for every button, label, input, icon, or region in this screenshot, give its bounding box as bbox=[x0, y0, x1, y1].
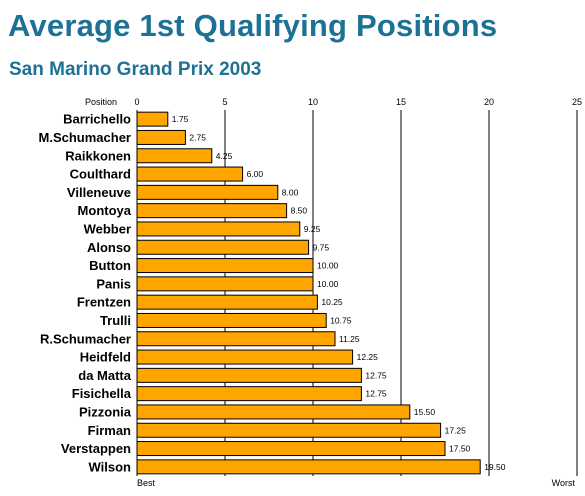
value-label-7: 9.75 bbox=[313, 242, 330, 252]
value-label-14: 12.75 bbox=[365, 370, 387, 380]
category-label-8: Button bbox=[89, 258, 131, 273]
category-label-13: Heidfeld bbox=[80, 350, 131, 365]
scale-worst-label: Worst bbox=[552, 478, 576, 488]
bar-14 bbox=[136, 367, 362, 383]
bar-10 bbox=[136, 294, 318, 310]
bar-1 bbox=[136, 129, 186, 145]
bar-3 bbox=[136, 166, 244, 182]
category-label-2: Raikkonen bbox=[65, 148, 131, 163]
chart-title: Average 1st Qualifying Positions bbox=[8, 8, 498, 43]
category-label-10: Frentzen bbox=[77, 295, 131, 310]
value-label-18: 17.50 bbox=[449, 444, 471, 454]
x-tick-label-20: 20 bbox=[484, 97, 494, 107]
bar-13 bbox=[136, 349, 354, 365]
x-tick-label-5: 5 bbox=[222, 97, 227, 107]
x-tick-label-25: 25 bbox=[572, 97, 582, 107]
category-label-5: Montoya bbox=[78, 203, 132, 218]
bar-7 bbox=[136, 239, 310, 255]
value-label-0: 1.75 bbox=[172, 114, 189, 124]
x-tick-label-15: 15 bbox=[396, 97, 406, 107]
bar-16 bbox=[136, 404, 411, 420]
scale-best-label: Best bbox=[137, 478, 156, 488]
x-tick-label-10: 10 bbox=[308, 97, 318, 107]
value-label-13: 12.25 bbox=[357, 352, 379, 362]
value-label-5: 8.50 bbox=[291, 206, 308, 216]
chart-subtitle: San Marino Grand Prix 2003 bbox=[9, 59, 262, 80]
bars bbox=[136, 111, 481, 475]
category-label-18: Verstappen bbox=[61, 441, 131, 456]
category-label-1: M.Schumacher bbox=[39, 130, 131, 145]
value-label-17: 17.25 bbox=[445, 425, 467, 435]
value-label-12: 11.25 bbox=[339, 334, 360, 344]
value-label-9: 10.00 bbox=[317, 279, 339, 289]
category-label-4: Villeneuve bbox=[67, 185, 131, 200]
x-tick-label-0: 0 bbox=[134, 97, 139, 107]
value-label-1: 2.75 bbox=[189, 132, 206, 142]
labels: 0 5 10 15 20 25 Position Barrichello 1.75 M.Schum… bbox=[39, 97, 582, 488]
bar-17 bbox=[136, 422, 442, 438]
value-label-11: 10.75 bbox=[330, 315, 352, 325]
value-label-10: 10.25 bbox=[321, 297, 343, 307]
category-label-3: Coulthard bbox=[70, 167, 131, 182]
value-label-3: 6.00 bbox=[247, 169, 264, 179]
bar-18 bbox=[136, 441, 446, 457]
value-label-15: 12.75 bbox=[365, 389, 387, 399]
bar-9 bbox=[136, 276, 314, 292]
category-label-0: Barrichello bbox=[63, 112, 131, 127]
value-label-6: 9.25 bbox=[304, 224, 321, 234]
category-label-15: Fisichella bbox=[72, 386, 132, 401]
category-label-17: Firman bbox=[88, 423, 131, 438]
value-label-4: 8.00 bbox=[282, 187, 299, 197]
bar-0 bbox=[136, 111, 169, 127]
bar-5 bbox=[136, 203, 288, 219]
bar-2 bbox=[136, 148, 213, 164]
category-label-9: Panis bbox=[96, 276, 131, 291]
gridlines bbox=[224, 110, 578, 476]
category-label-7: Alonso bbox=[87, 240, 131, 255]
category-label-6: Webber bbox=[84, 221, 131, 236]
bar-8 bbox=[136, 258, 314, 274]
bar-15 bbox=[136, 386, 362, 402]
category-label-14: da Matta bbox=[78, 368, 132, 383]
bar-19 bbox=[136, 459, 481, 475]
category-label-16: Pizzonia bbox=[79, 404, 132, 419]
value-label-2: 4.25 bbox=[216, 151, 233, 161]
axis-label: Position bbox=[85, 97, 117, 107]
value-label-16: 15.50 bbox=[414, 407, 436, 417]
bar-11 bbox=[136, 312, 327, 328]
value-label-8: 10.00 bbox=[317, 261, 339, 271]
bar-4 bbox=[136, 184, 279, 200]
value-label-19: 19.50 bbox=[484, 462, 506, 472]
category-label-11: Trulli bbox=[100, 313, 131, 328]
bar-12 bbox=[136, 331, 336, 347]
bar-6 bbox=[136, 221, 301, 237]
category-label-19: Wilson bbox=[89, 459, 132, 474]
category-label-12: R.Schumacher bbox=[40, 331, 131, 346]
